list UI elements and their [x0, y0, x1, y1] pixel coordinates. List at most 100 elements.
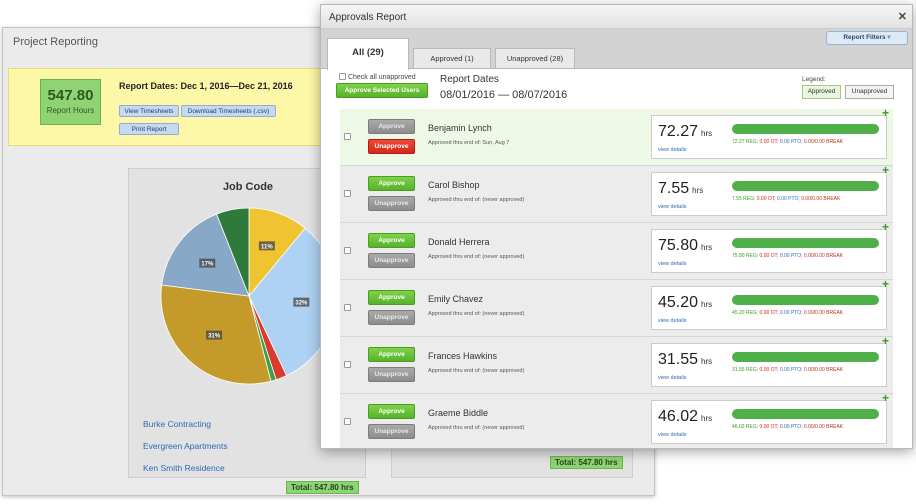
- legend-unapproved: Unapproved: [845, 85, 894, 99]
- hours-unit: hrs: [701, 414, 713, 423]
- pto-hours: 0.00 PTO;: [779, 424, 803, 430]
- reg-hours: 75.80 REG;: [732, 253, 759, 259]
- hours-breakdown: 45.20 REG; 0.00 OT; 0.00 PTO; 0.00/0.00 …: [732, 310, 843, 316]
- close-icon[interactable]: ✕: [897, 11, 907, 23]
- report-filters-button[interactable]: Report Filters ▾: [826, 31, 908, 45]
- hours-unit: hrs: [701, 243, 713, 252]
- job-link-evergreen[interactable]: Evergreen Apartments: [143, 441, 228, 451]
- ot-hours: 0.00 OT;: [759, 367, 779, 373]
- row-checkbox[interactable]: [344, 418, 351, 425]
- hours-number: 31.55: [658, 351, 699, 368]
- row-checkbox[interactable]: [344, 304, 351, 311]
- reg-hours: 7.55 REG;: [732, 196, 756, 202]
- check-all-label: Check all unapproved: [347, 74, 416, 81]
- hours-number: 45.20: [658, 294, 699, 311]
- check-all-unapproved[interactable]: Check all unapproved: [339, 73, 416, 81]
- plus-icon[interactable]: +: [882, 277, 890, 291]
- job-link-ken-smith[interactable]: Ken Smith Residence: [143, 463, 225, 473]
- view-details-link[interactable]: view details: [658, 147, 687, 153]
- job-link-burke[interactable]: Burke Contracting: [143, 419, 212, 429]
- hours-value: 31.55 hrs: [658, 351, 712, 369]
- approve-button[interactable]: Approve: [368, 404, 415, 419]
- reg-hours: 72.27 REG;: [732, 139, 759, 145]
- chevron-down-icon: ▾: [887, 34, 891, 41]
- employee-name: Carol Bishop: [428, 180, 480, 190]
- row-checkbox[interactable]: [344, 190, 351, 197]
- tab-all[interactable]: All (29): [327, 38, 409, 70]
- plus-icon[interactable]: +: [882, 391, 890, 405]
- pie-slice-label: 11%: [258, 241, 275, 251]
- approvals-report-window: Approvals Report ✕ Report Filters ▾ All …: [320, 4, 913, 449]
- reg-hours: 31.55 REG;: [732, 367, 759, 373]
- hours-bar: [732, 181, 879, 191]
- hours-bar: [732, 295, 879, 305]
- ot-hours: 0.00 OT;: [759, 424, 779, 430]
- tab-unapproved[interactable]: Unapproved (28): [495, 48, 575, 68]
- report-hours-box: 547.80 Report Hours: [40, 79, 101, 125]
- unapprove-button[interactable]: Unapprove: [368, 310, 415, 325]
- view-details-link[interactable]: view details: [658, 204, 687, 210]
- hours-number: 7.55: [658, 180, 690, 197]
- pie-slice-label: 17%: [199, 258, 216, 268]
- view-timesheets-button[interactable]: View Timesheets: [119, 105, 179, 117]
- unapprove-button[interactable]: Unapprove: [368, 367, 415, 382]
- approve-button[interactable]: Approve: [368, 290, 415, 305]
- chart-title: Job Code: [222, 181, 274, 193]
- row-checkbox[interactable]: [344, 133, 351, 140]
- plus-icon[interactable]: +: [882, 106, 890, 120]
- hours-value: 45.20 hrs: [658, 294, 712, 312]
- approve-button[interactable]: Approve: [368, 119, 415, 134]
- employee-row: Approve Unapprove Carol Bishop Approved …: [340, 163, 893, 223]
- hours-box: 46.02 hrs view details 46.02 REG; 0.00 OT…: [651, 400, 887, 444]
- pie-slice: [216, 207, 250, 297]
- view-details-link[interactable]: view details: [658, 432, 687, 438]
- employee-name: Graeme Biddle: [428, 408, 489, 418]
- hours-box: 45.20 hrs view details 45.20 REG; 0.00 OT…: [651, 286, 887, 330]
- approved-thru: Approved thru end of: (never approved): [428, 311, 525, 317]
- unapprove-button[interactable]: Unapprove: [368, 424, 415, 439]
- svg-text:31%: 31%: [208, 334, 221, 340]
- report-filters-label: Report Filters: [843, 34, 886, 41]
- approvals-title: Approvals Report: [329, 12, 407, 23]
- hours-breakdown: 46.02 REG; 0.00 OT; 0.00 PTO; 0.00/0.00 …: [732, 424, 843, 430]
- view-details-link[interactable]: view details: [658, 261, 687, 267]
- employee-name: Emily Chavez: [428, 294, 484, 304]
- ot-hours: 0.00 OT;: [756, 196, 776, 202]
- break-hours: 0.00/0.00 BREAK: [803, 139, 844, 145]
- approve-selected-button[interactable]: Approve Selected Users: [336, 83, 428, 98]
- hours-bar: [732, 124, 879, 134]
- unapprove-button[interactable]: Unapprove: [368, 253, 415, 268]
- pto-hours: 0.00 PTO;: [779, 310, 803, 316]
- project-reporting-title: Project Reporting: [13, 36, 98, 48]
- print-report-button[interactable]: Print Report: [119, 123, 179, 135]
- hours-value: 46.02 hrs: [658, 408, 712, 426]
- view-details-link[interactable]: view details: [658, 318, 687, 324]
- plus-icon[interactable]: +: [882, 334, 890, 348]
- hours-unit: hrs: [701, 129, 713, 138]
- view-details-link[interactable]: view details: [658, 375, 687, 381]
- hours-bar: [732, 352, 879, 362]
- download-timesheets-button[interactable]: Download Timesheets (.csv): [181, 105, 276, 117]
- employee-row: Approve Unapprove Frances Hawkins Approv…: [340, 334, 893, 394]
- tab-approved[interactable]: Approved (1): [413, 48, 491, 68]
- hours-number: 46.02: [658, 408, 699, 425]
- unapprove-button[interactable]: Unapprove: [368, 139, 415, 154]
- employee-name: Frances Hawkins: [428, 351, 498, 361]
- approve-button[interactable]: Approve: [368, 176, 415, 191]
- approved-thru: Approved thru end of: (never approved): [428, 368, 525, 374]
- approve-button[interactable]: Approve: [368, 347, 415, 362]
- check-all-checkbox[interactable]: [339, 73, 346, 80]
- svg-text:11%: 11%: [261, 244, 273, 250]
- report-hours-label: Report Hours: [46, 106, 95, 115]
- employee-row: Approve Unapprove Graeme Biddle Approved…: [340, 391, 893, 448]
- break-hours: 0.00/0.00 BREAK: [803, 310, 844, 316]
- row-checkbox[interactable]: [344, 361, 351, 368]
- plus-icon[interactable]: +: [882, 163, 890, 177]
- hours-value: 75.80 hrs: [658, 237, 712, 255]
- row-checkbox[interactable]: [344, 247, 351, 254]
- legend-label: Legend:: [802, 76, 826, 83]
- hours-bar: [732, 238, 879, 248]
- approve-button[interactable]: Approve: [368, 233, 415, 248]
- unapprove-button[interactable]: Unapprove: [368, 196, 415, 211]
- plus-icon[interactable]: +: [882, 220, 890, 234]
